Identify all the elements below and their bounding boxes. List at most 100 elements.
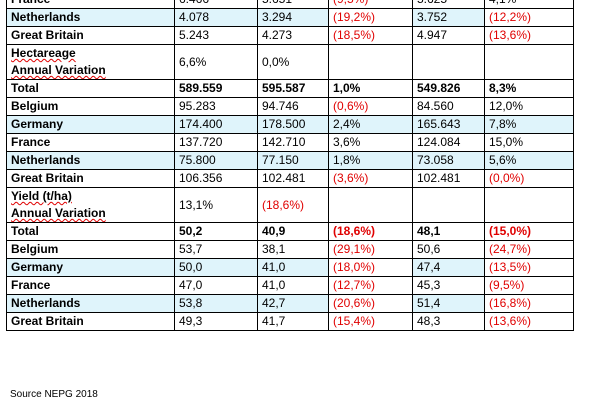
cell: (12,2%)	[484, 8, 574, 27]
cell: (12,7%)	[328, 276, 413, 295]
row-label: France	[6, 0, 175, 9]
row-label: Total	[6, 79, 175, 98]
cell: 77.150	[257, 151, 329, 170]
cell: (18,6%)	[328, 222, 413, 241]
section-title: Yield (t/ha) Annual Variation	[6, 187, 175, 223]
row-label: Belgium	[6, 97, 175, 116]
cell: 40,9	[257, 222, 329, 241]
section-title-main: Yield (t/ha)	[11, 189, 72, 203]
section-title-main: Hectareage	[11, 46, 76, 60]
section-header-row: Yield (t/ha) Annual Variation 13,1% (18,6…	[6, 187, 574, 223]
cell: 41,0	[257, 258, 329, 277]
cell: 102.481	[412, 169, 485, 188]
table-row: France 137.720 142.710 3,6% 124.084 15,0…	[6, 133, 574, 152]
cell: (9,5%)	[484, 276, 574, 295]
cell: 73.058	[412, 151, 485, 170]
row-label: Belgium	[6, 240, 175, 259]
cell: 174.400	[174, 115, 258, 134]
table-row: Netherlands 4.078 3.294 (19,2%) 3.752 (1…	[6, 8, 574, 27]
cell	[412, 44, 485, 80]
section-title-sub: Annual Variation	[11, 206, 106, 220]
cell: (0,0%)	[484, 169, 574, 188]
cell: 6,6%	[174, 44, 258, 80]
cell: 75.800	[174, 151, 258, 170]
cell	[484, 44, 574, 80]
cell	[328, 44, 413, 80]
statistics-table: France 6.466 5.651 (9,5%) 5.625 4,1% Net…	[6, 0, 574, 331]
cell: (20,6%)	[328, 294, 413, 313]
cell: 102.481	[257, 169, 329, 188]
cell: 38,1	[257, 240, 329, 259]
cell: (15,0%)	[484, 222, 574, 241]
cell: 42,7	[257, 294, 329, 313]
cell: (18,5%)	[328, 26, 413, 45]
cell: 41,0	[257, 276, 329, 295]
table-row: Great Britain 106.356 102.481 (3,6%) 102…	[6, 169, 574, 188]
cell: 124.084	[412, 133, 485, 152]
cell: 0,0%	[257, 44, 329, 80]
row-label: Great Britain	[6, 26, 175, 45]
row-label: Netherlands	[6, 8, 175, 27]
cell: 1,0%	[328, 79, 413, 98]
cell: 7,8%	[484, 115, 574, 134]
cell: 165.643	[412, 115, 485, 134]
cell: (29,1%)	[328, 240, 413, 259]
cell: 5.625	[412, 0, 485, 9]
cell: 2,4%	[328, 115, 413, 134]
cell	[328, 187, 413, 223]
section-title: Hectareage Annual Variation	[6, 44, 175, 80]
cell: 6.466	[174, 0, 258, 9]
cell: (13,6%)	[484, 312, 574, 331]
table-row: France 6.466 5.651 (9,5%) 5.625 4,1%	[6, 0, 574, 9]
cell: 53,7	[174, 240, 258, 259]
row-label: France	[6, 133, 175, 152]
cell: 3.294	[257, 8, 329, 27]
cell: 49,3	[174, 312, 258, 331]
section-title-sub: Annual Variation	[11, 63, 106, 77]
cell: (16,8%)	[484, 294, 574, 313]
row-label: France	[6, 276, 175, 295]
cell: 41,7	[257, 312, 329, 331]
cell: 3.752	[412, 8, 485, 27]
row-label: Germany	[6, 115, 175, 134]
table-row: Germany 174.400 178.500 2,4% 165.643 7,8…	[6, 115, 574, 134]
cell: 595.587	[257, 79, 329, 98]
cell: 50,2	[174, 222, 258, 241]
cell: 4.947	[412, 26, 485, 45]
cell: 4.273	[257, 26, 329, 45]
cell: (3,6%)	[328, 169, 413, 188]
cell: 84.560	[412, 97, 485, 116]
table-row: Belgium 95.283 94.746 (0,6%) 84.560 12,0…	[6, 97, 574, 116]
cell: 5.243	[174, 26, 258, 45]
cell: 549.826	[412, 79, 485, 98]
cell: 4,1%	[484, 0, 574, 9]
cell: 50,6	[412, 240, 485, 259]
cell: (18,0%)	[328, 258, 413, 277]
cell: 45,3	[412, 276, 485, 295]
table-row: Great Britain 49,3 41,7 (15,4%) 48,3 (13…	[6, 312, 574, 331]
cell: 13,1%	[174, 187, 258, 223]
cell: 12,0%	[484, 97, 574, 116]
cell: 4.078	[174, 8, 258, 27]
row-label: Germany	[6, 258, 175, 277]
cell: 142.710	[257, 133, 329, 152]
cell: 94.746	[257, 97, 329, 116]
row-label: Netherlands	[6, 151, 175, 170]
cell: 137.720	[174, 133, 258, 152]
table-row: Belgium 53,7 38,1 (29,1%) 50,6 (24,7%)	[6, 240, 574, 259]
source-note: Source NEPG 2018	[10, 389, 98, 400]
cell: 50,0	[174, 258, 258, 277]
cell	[484, 187, 574, 223]
cell: 51,4	[412, 294, 485, 313]
section-header-row: Hectareage Annual Variation 6,6% 0,0%	[6, 44, 574, 80]
cell: 5,6%	[484, 151, 574, 170]
cell: 48,3	[412, 312, 485, 331]
cell: 95.283	[174, 97, 258, 116]
table-row: France 47,0 41,0 (12,7%) 45,3 (9,5%)	[6, 276, 574, 295]
total-row: Total 589.559 595.587 1,0% 549.826 8,3%	[6, 79, 574, 98]
cell: 8,3%	[484, 79, 574, 98]
cell: (9,5%)	[328, 0, 413, 9]
row-label: Great Britain	[6, 169, 175, 188]
total-row: Total 50,2 40,9 (18,6%) 48,1 (15,0%)	[6, 222, 574, 241]
cell: (13,5%)	[484, 258, 574, 277]
